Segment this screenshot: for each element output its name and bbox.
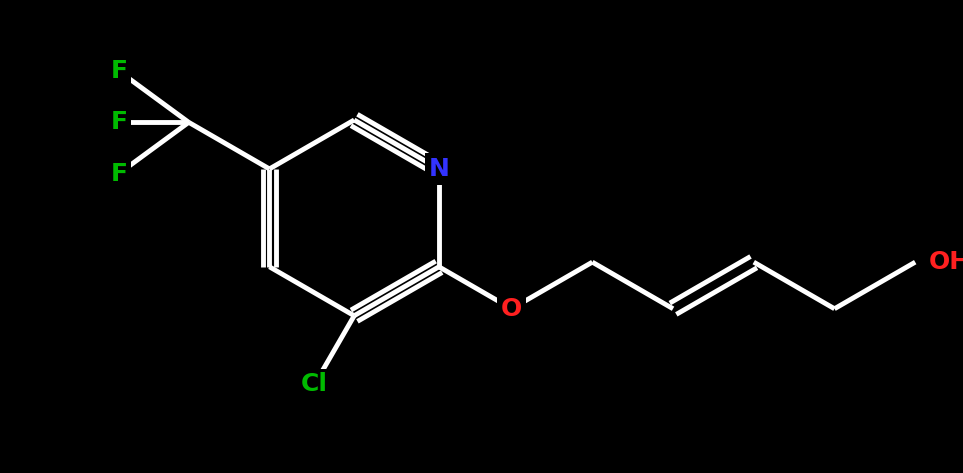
Text: F: F: [111, 59, 127, 83]
Text: OH: OH: [929, 250, 963, 274]
Text: O: O: [501, 297, 522, 321]
Text: Cl: Cl: [301, 372, 328, 396]
Text: F: F: [111, 110, 127, 134]
Text: N: N: [429, 157, 450, 181]
Text: F: F: [111, 162, 127, 185]
